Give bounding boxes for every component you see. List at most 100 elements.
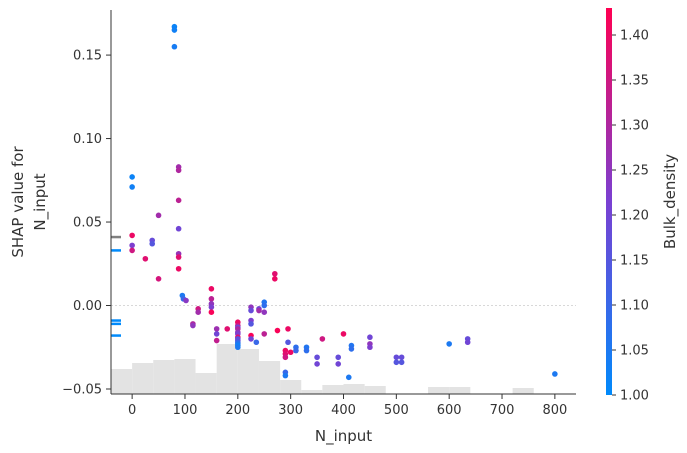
data-point bbox=[398, 359, 405, 366]
data-point bbox=[213, 326, 220, 332]
histogram-bar bbox=[322, 385, 344, 394]
data-point bbox=[175, 225, 182, 232]
data-point bbox=[149, 240, 156, 247]
data-point bbox=[155, 212, 162, 219]
colorbar-tick-label: 1.05 bbox=[620, 344, 649, 359]
x-tick-label: 600 bbox=[437, 403, 462, 418]
histogram-bar bbox=[174, 359, 196, 394]
data-point bbox=[282, 372, 289, 379]
x-tick-label: 100 bbox=[173, 403, 198, 418]
data-point bbox=[367, 344, 373, 351]
data-point bbox=[303, 347, 310, 354]
histogram-bar bbox=[153, 360, 175, 394]
histogram-bar bbox=[301, 390, 323, 394]
data-point bbox=[248, 307, 254, 314]
data-point bbox=[393, 359, 400, 366]
x-tick-label: 400 bbox=[331, 403, 356, 418]
data-point bbox=[261, 302, 268, 309]
colorbar-ticks: 1.00 1.05 1.10 1.15 1.20 1.25 1.30 1.35 1.40 bbox=[612, 29, 649, 404]
data-point bbox=[213, 331, 220, 337]
data-point bbox=[175, 167, 182, 174]
histogram-bar bbox=[343, 384, 365, 394]
data-point bbox=[175, 197, 182, 204]
data-point bbox=[272, 270, 278, 277]
data-point bbox=[285, 339, 291, 346]
data-point bbox=[282, 354, 289, 361]
data-point bbox=[213, 337, 220, 344]
data-point bbox=[171, 43, 178, 50]
x-tick-label: 300 bbox=[278, 403, 303, 418]
histogram-bar bbox=[237, 349, 259, 394]
data-point bbox=[319, 336, 326, 342]
colorbar-title: Bulk_density bbox=[661, 154, 680, 249]
data-point bbox=[367, 334, 373, 341]
data-point bbox=[129, 232, 135, 239]
data-point bbox=[272, 276, 278, 282]
scatter-points bbox=[129, 23, 558, 381]
data-point bbox=[183, 297, 189, 304]
data-point bbox=[129, 174, 135, 180]
data-point bbox=[190, 322, 196, 329]
histogram-bar bbox=[132, 363, 154, 394]
x-tick-label: 0 bbox=[128, 403, 136, 418]
data-point bbox=[175, 265, 182, 272]
colorbar-tick-label: 1.40 bbox=[620, 29, 649, 44]
y-tick-label: 0.00 bbox=[73, 299, 102, 314]
data-point bbox=[393, 354, 400, 361]
y-tick-label: 0.15 bbox=[73, 49, 102, 64]
histogram-bar bbox=[428, 387, 450, 394]
data-point bbox=[261, 331, 268, 337]
histogram-bar bbox=[449, 387, 471, 394]
colorbar-tick-label: 1.00 bbox=[620, 389, 649, 404]
x-axis-title: N_input bbox=[315, 427, 372, 446]
data-point bbox=[340, 331, 347, 337]
data-point bbox=[274, 327, 281, 334]
data-point bbox=[314, 361, 320, 367]
data-point bbox=[248, 321, 254, 327]
data-point bbox=[285, 326, 291, 332]
data-point bbox=[155, 276, 162, 282]
histogram-bar bbox=[216, 344, 238, 394]
marginal-ticks bbox=[111, 235, 121, 337]
data-point bbox=[208, 286, 215, 292]
histogram-bar bbox=[364, 386, 386, 394]
x-tick-label: 700 bbox=[490, 403, 515, 418]
data-point bbox=[235, 344, 241, 351]
data-point bbox=[287, 349, 294, 356]
data-point bbox=[129, 242, 135, 249]
data-point bbox=[171, 27, 178, 33]
histogram-bar bbox=[195, 373, 217, 394]
y-tick-label: 0.05 bbox=[73, 216, 102, 231]
data-point bbox=[253, 339, 260, 346]
data-point bbox=[256, 307, 262, 314]
x-ticks: 0 100 200 300 400 500 600 700 800 bbox=[128, 394, 567, 418]
data-point bbox=[348, 346, 355, 352]
y-ticks: −0.05 0.00 0.05 0.10 0.15 bbox=[62, 49, 111, 397]
colorbar-tick-label: 1.10 bbox=[620, 299, 649, 314]
colorbar-tick-label: 1.30 bbox=[620, 119, 649, 134]
data-point bbox=[208, 296, 215, 302]
data-point bbox=[208, 304, 215, 310]
colorbar-tick-label: 1.35 bbox=[620, 74, 649, 89]
data-point bbox=[345, 374, 352, 381]
data-point bbox=[446, 341, 452, 347]
data-point bbox=[261, 309, 268, 315]
x-tick-label: 800 bbox=[542, 403, 567, 418]
y-axis-title-line2: N_input bbox=[31, 173, 50, 230]
histogram-background bbox=[111, 344, 534, 394]
x-tick-label: 200 bbox=[225, 403, 250, 418]
colorbar-tick-label: 1.25 bbox=[620, 164, 649, 179]
data-point bbox=[335, 354, 342, 361]
data-point bbox=[398, 354, 405, 361]
colorbar-tick-label: 1.15 bbox=[620, 254, 649, 269]
data-point bbox=[224, 326, 231, 332]
data-point bbox=[464, 339, 471, 346]
histogram-bar bbox=[258, 361, 281, 394]
data-point bbox=[175, 254, 182, 260]
data-point bbox=[195, 309, 201, 315]
data-point bbox=[314, 354, 320, 361]
data-point bbox=[248, 336, 254, 342]
x-tick-label: 500 bbox=[384, 403, 409, 418]
data-point bbox=[129, 247, 135, 254]
